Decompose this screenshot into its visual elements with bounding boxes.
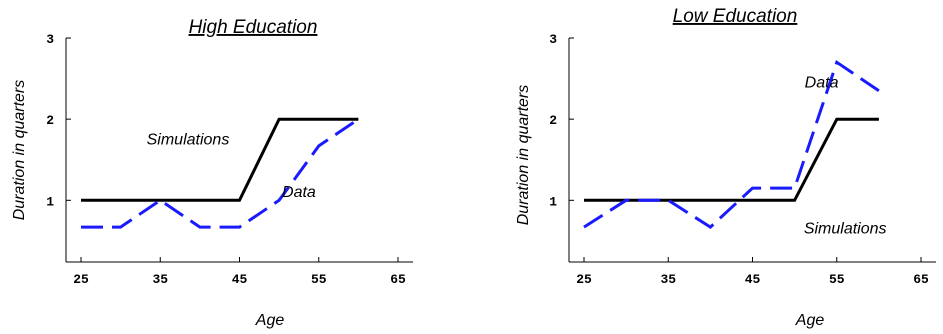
x-tick-label: 25 [576, 272, 592, 287]
x-tick-label: 65 [390, 272, 406, 287]
x-tick-label: 35 [660, 272, 676, 287]
y-tick-label: 3 [46, 32, 54, 47]
x-tick-label: 45 [232, 272, 248, 287]
x-axis-label: Age [795, 312, 825, 329]
x-tick-label: 55 [311, 272, 327, 287]
series-annotation: Simulations [804, 221, 887, 238]
x-tick-label: 65 [913, 272, 929, 287]
chart-title: Low Education [673, 6, 798, 27]
series-line-data [583, 59, 880, 229]
series-annotation: Simulations [147, 131, 230, 148]
y-tick-label: 2 [46, 113, 54, 128]
series-annotation: Data [282, 184, 316, 201]
series-line-simulations [81, 117, 359, 202]
y-tick-label: 3 [549, 32, 557, 47]
series-line-simulations [584, 117, 879, 202]
series-annotation: Data [805, 75, 839, 92]
x-tick-label: 35 [152, 272, 168, 287]
y-tick-label: 2 [549, 113, 557, 128]
y-axis-label: Duration in quarters [11, 80, 28, 221]
chart-title: High Education [189, 17, 318, 38]
x-tick-label: 45 [745, 272, 761, 287]
chart-panel-low-education: Low Education Age Duration in quarters 2… [515, 6, 936, 329]
chart-panel-high-education: High Education Age Duration in quarters … [11, 17, 413, 329]
y-tick-label: 1 [549, 194, 557, 209]
series-line-data [81, 117, 360, 229]
x-tick-label: 25 [73, 272, 89, 287]
x-tick-label: 55 [829, 272, 845, 287]
y-axis-label: Duration in quarters [515, 85, 532, 226]
y-tick-label: 1 [46, 194, 54, 209]
x-axis-label: Age [255, 312, 285, 329]
